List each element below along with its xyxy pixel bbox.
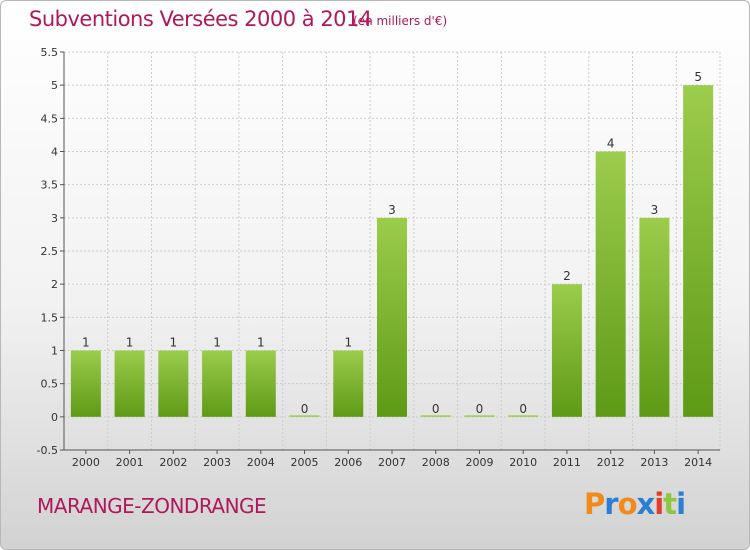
- x-tick-label: 2013: [640, 456, 668, 469]
- data-label-2005: 0: [301, 402, 309, 416]
- y-tick-label: 0.5: [41, 378, 59, 391]
- logo-letter: t: [663, 487, 677, 521]
- y-tick-label: 2.5: [41, 245, 59, 258]
- logo-letter: i: [676, 487, 686, 521]
- bar-2000: [70, 350, 101, 417]
- bar-2009: [464, 415, 495, 417]
- logo-letter: x: [636, 487, 656, 521]
- x-tick-label: 2009: [465, 456, 493, 469]
- data-label-2011: 2: [563, 269, 571, 283]
- y-tick-label: 3: [51, 212, 58, 225]
- data-label-2002: 1: [170, 336, 178, 350]
- x-tick-label: 2008: [422, 456, 450, 469]
- x-tick-label: 2005: [291, 456, 319, 469]
- bar-2013: [639, 217, 670, 417]
- y-tick-label: 4.5: [41, 112, 59, 125]
- commune-name: MARANGE-ZONDRANGE: [37, 494, 267, 518]
- logo-letter: o: [617, 487, 638, 521]
- y-tick-label: 0: [51, 411, 58, 424]
- y-tick-label: 1: [51, 345, 58, 358]
- y-tick-label: 5.5: [41, 46, 59, 59]
- x-tick-label: 2006: [334, 456, 362, 469]
- bar-2007: [377, 217, 407, 417]
- y-tick-label: 5: [51, 79, 58, 92]
- x-tick-label: 2010: [509, 456, 537, 469]
- data-label-2010: 0: [519, 402, 527, 416]
- x-tick-label: 2012: [597, 456, 625, 469]
- logo-letter: i: [654, 487, 664, 521]
- bar-2008: [420, 415, 451, 417]
- x-tick-label: 2011: [553, 456, 581, 469]
- x-tick-label: 2002: [159, 456, 187, 469]
- y-tick-label: 1.5: [41, 311, 59, 324]
- y-tick-label: -0.5: [37, 444, 58, 457]
- bar-2004: [245, 350, 276, 417]
- logo-letter: r: [604, 487, 618, 521]
- bar-2002: [158, 350, 189, 417]
- x-tick-label: 2004: [247, 456, 275, 469]
- bar-2001: [114, 350, 145, 417]
- y-tick-label: 3.5: [41, 179, 59, 192]
- bar-2010: [508, 415, 539, 417]
- proxiti-logo: Proxiti: [584, 487, 686, 521]
- bar-2003: [202, 350, 233, 417]
- data-label-2012: 4: [607, 137, 615, 151]
- bar-2014: [683, 85, 714, 417]
- chart-title: Subventions Versées 2000 à 2014: [29, 7, 372, 31]
- chart-unit-note: (en milliers d'€): [353, 14, 448, 28]
- data-label-2003: 1: [213, 336, 221, 350]
- data-label-2001: 1: [126, 336, 134, 350]
- logo-letter: P: [584, 487, 605, 521]
- x-tick-label: 2014: [684, 456, 712, 469]
- data-label-2000: 1: [82, 336, 90, 350]
- y-tick-label: 4: [51, 146, 58, 159]
- data-label-2006: 1: [344, 336, 352, 350]
- data-label-2009: 0: [476, 402, 484, 416]
- bar-2006: [333, 350, 364, 417]
- bar-2011: [551, 284, 582, 417]
- bar-2005: [289, 415, 320, 417]
- data-label-2008: 0: [432, 402, 440, 416]
- x-tick-label: 2007: [378, 456, 406, 469]
- data-label-2004: 1: [257, 336, 265, 350]
- bar-2012: [595, 151, 626, 417]
- x-tick-label: 2001: [116, 456, 144, 469]
- x-tick-label: 2000: [72, 456, 100, 469]
- data-label-2007: 3: [388, 203, 396, 217]
- data-label-2013: 3: [651, 203, 659, 217]
- x-tick-label: 2003: [203, 456, 231, 469]
- data-label-2014: 5: [694, 70, 702, 84]
- y-tick-label: 2: [51, 278, 58, 291]
